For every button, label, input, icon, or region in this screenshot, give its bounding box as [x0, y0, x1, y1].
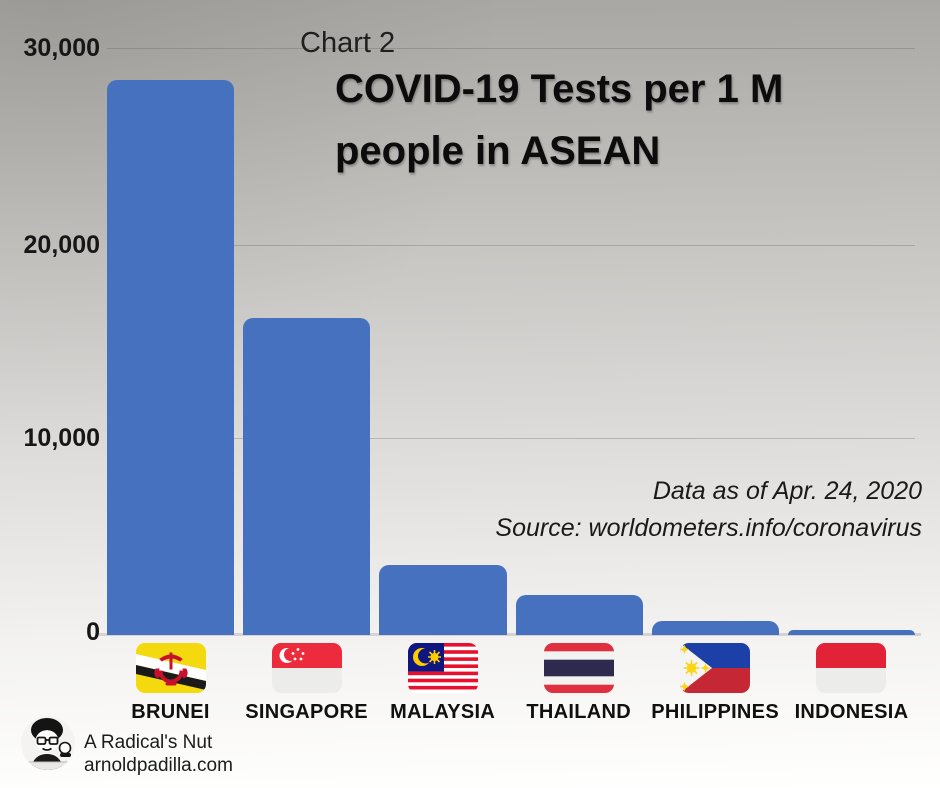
caricature-avatar-icon — [21, 716, 75, 770]
y-tick-10000: 10,000 — [23, 424, 100, 452]
bars-row — [107, 49, 916, 635]
source-note: Source: worldometers.info/coronavirus — [495, 514, 922, 542]
chart-title: COVID-19 Tests per 1 M people in ASEAN — [335, 67, 784, 173]
country-label-malaysia: MALAYSIA — [390, 701, 496, 723]
category-indonesia: INDONESIA — [788, 643, 915, 724]
philippines-flag-icon — [680, 643, 751, 693]
category-brunei: BRUNEI — [107, 643, 234, 724]
x-axis-line — [99, 633, 921, 636]
byline-text: A Radical's Nut — [84, 732, 213, 753]
bar-thailand — [515, 594, 643, 635]
category-singapore: SINGAPORE — [243, 643, 370, 724]
category-philippines: PHILIPPINES — [651, 643, 779, 724]
annotation-block: Data as of Apr. 24, 2020 Source: worldom… — [495, 473, 922, 547]
country-label-thailand: THAILAND — [526, 701, 631, 723]
y-tick-30000: 30,000 — [23, 34, 100, 62]
brunei-flag-icon — [135, 643, 206, 693]
thailand-flag-icon — [543, 643, 614, 693]
website-text: arnoldpadilla.com — [84, 755, 233, 776]
country-label-philippines: PHILIPPINES — [651, 701, 779, 723]
category-axis: BRUNEI SING — [107, 643, 915, 724]
category-malaysia: MALAYSIA — [379, 643, 506, 724]
country-label-indonesia: INDONESIA — [794, 701, 909, 723]
y-tick-0: 0 — [86, 618, 100, 646]
byline-block: A Radical's Nut arnoldpadilla.com — [20, 715, 233, 777]
chart-number-label: Chart 2 — [300, 27, 396, 59]
y-tick-20000: 20,000 — [23, 231, 100, 259]
malaysia-flag-icon — [407, 643, 478, 693]
category-thailand: THAILAND — [515, 643, 642, 724]
bar-singapore — [243, 317, 371, 635]
indonesia-flag-icon — [816, 643, 887, 693]
gridline-10000 — [107, 438, 915, 439]
gridline-20000 — [107, 245, 915, 246]
bar-malaysia — [379, 564, 507, 635]
data-as-of-note: Data as of Apr. 24, 2020 — [652, 477, 922, 505]
country-label-singapore: SINGAPORE — [245, 701, 368, 723]
gridline-30000 — [107, 48, 915, 49]
bar-indonesia — [787, 630, 916, 635]
bar-philippines — [651, 621, 779, 635]
country-label-brunei: BRUNEI — [131, 701, 210, 723]
singapore-flag-icon — [271, 643, 342, 693]
bar-brunei — [107, 80, 235, 635]
